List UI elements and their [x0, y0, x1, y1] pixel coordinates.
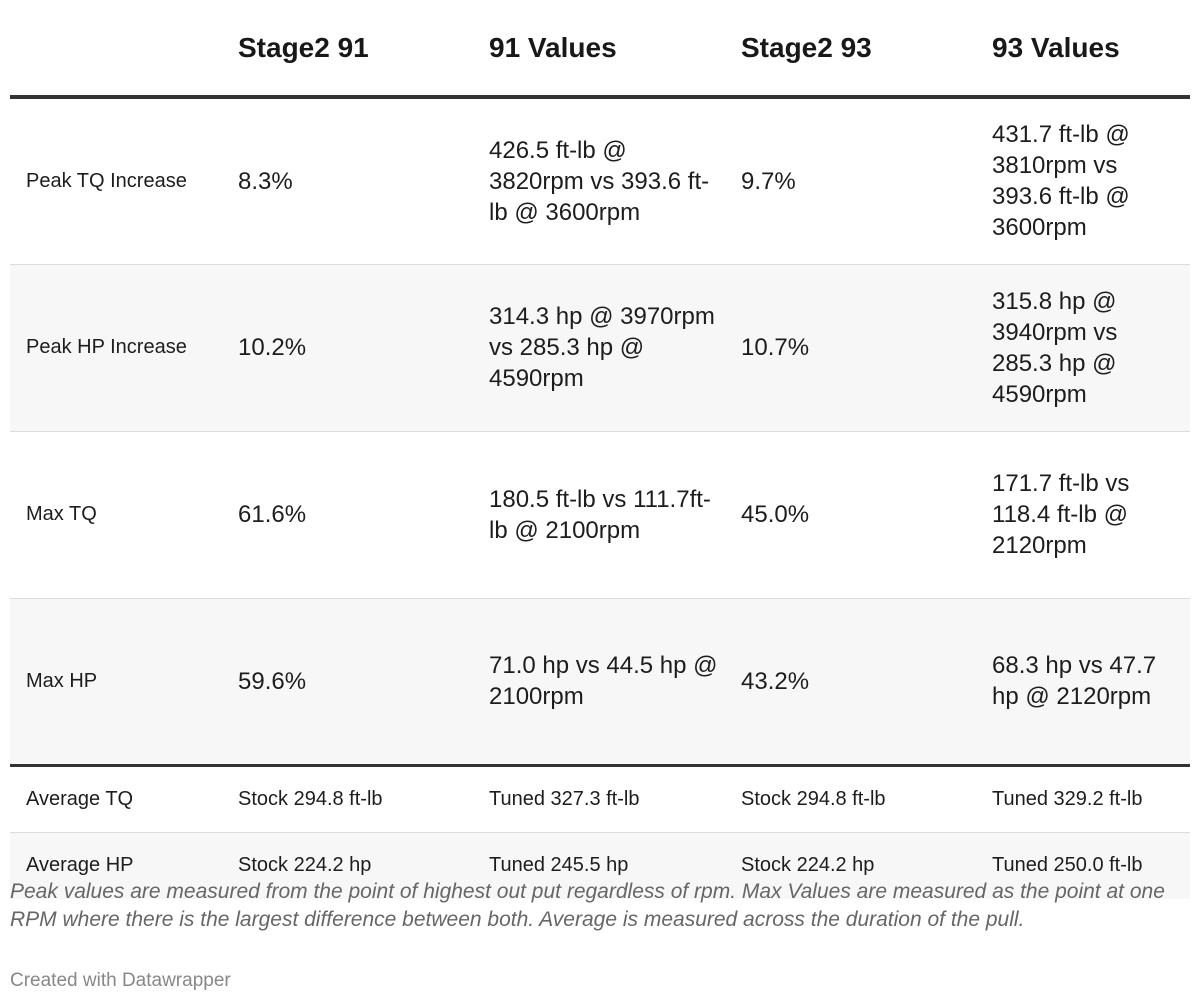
header-row-label: [10, 0, 226, 99]
row-label: Max HP: [10, 598, 226, 767]
cell-93-values: 431.7 ft-lb @ 3810rpm vs 393.6 ft-lb @ 3…: [980, 97, 1190, 265]
table-row: Peak TQ Increase 8.3% 426.5 ft-lb @ 3820…: [10, 97, 1190, 265]
cell-stage2-93: 9.7%: [729, 97, 980, 265]
datawrapper-credit: Created with Datawrapper: [10, 970, 231, 991]
row-label: Average HP: [10, 832, 226, 899]
data-table-container: Stage2 91 91 Values Stage2 93 93 Values …: [10, 0, 1190, 899]
cell-93-values: 171.7 ft-lb vs 118.4 ft-lb @ 2120rpm: [980, 431, 1190, 599]
cell-91-values: 314.3 hp @ 3970rpm vs 285.3 hp @ 4590rpm: [477, 264, 729, 432]
cell-stage2-93: Stock 294.8 ft-lb: [729, 765, 980, 833]
cell-stage2-91: 8.3%: [226, 97, 477, 265]
row-label: Max TQ: [10, 431, 226, 599]
cell-93-values: 68.3 hp vs 47.7 hp @ 2120rpm: [980, 598, 1190, 767]
cell-91-values: 180.5 ft-lb vs 111.7ft-lb @ 2100rpm: [477, 431, 729, 599]
cell-stage2-91: Stock 224.2 hp: [226, 832, 477, 899]
header-91-values: 91 Values: [477, 0, 729, 99]
row-label: Peak HP Increase: [10, 264, 226, 432]
cell-91-values: Tuned 245.5 hp: [477, 832, 729, 899]
cell-93-values: Tuned 250.0 ft-lb: [980, 832, 1190, 899]
table-row: Peak HP Increase 10.2% 314.3 hp @ 3970rp…: [10, 264, 1190, 432]
header-stage2-93: Stage2 93: [729, 0, 980, 99]
cell-stage2-93: 43.2%: [729, 598, 980, 767]
table-header-row: Stage2 91 91 Values Stage2 93 93 Values: [10, 0, 1190, 99]
cell-93-values: Tuned 329.2 ft-lb: [980, 765, 1190, 833]
row-label: Average TQ: [10, 765, 226, 833]
cell-93-values: 315.8 hp @ 3940rpm vs 285.3 hp @ 4590rpm: [980, 264, 1190, 432]
cell-stage2-91: 61.6%: [226, 431, 477, 599]
cell-91-values: Tuned 327.3 ft-lb: [477, 765, 729, 833]
table-row: Max TQ 61.6% 180.5 ft-lb vs 111.7ft-lb @…: [10, 431, 1190, 599]
header-93-values: 93 Values: [980, 0, 1190, 99]
cell-stage2-93: 45.0%: [729, 431, 980, 599]
table-row: Max HP 59.6% 71.0 hp vs 44.5 hp @ 2100rp…: [10, 598, 1190, 767]
header-stage2-91: Stage2 91: [226, 0, 477, 99]
cell-91-values: 71.0 hp vs 44.5 hp @ 2100rpm: [477, 598, 729, 767]
cell-stage2-91: 10.2%: [226, 264, 477, 432]
table-notes: Peak values are measured from the point …: [10, 880, 1165, 931]
cell-stage2-91: 59.6%: [226, 598, 477, 767]
cell-stage2-93: Stock 224.2 hp: [729, 832, 980, 899]
cell-stage2-91: Stock 294.8 ft-lb: [226, 765, 477, 833]
dyno-comparison-table: Stage2 91 91 Values Stage2 93 93 Values …: [10, 0, 1190, 899]
row-label: Peak TQ Increase: [10, 97, 226, 265]
cell-stage2-93: 10.7%: [729, 264, 980, 432]
average-row: Average TQ Stock 294.8 ft-lb Tuned 327.3…: [10, 765, 1190, 833]
average-row: Average HP Stock 224.2 hp Tuned 245.5 hp…: [10, 832, 1190, 899]
cell-91-values: 426.5 ft-lb @ 3820rpm vs 393.6 ft-lb @ 3…: [477, 97, 729, 265]
